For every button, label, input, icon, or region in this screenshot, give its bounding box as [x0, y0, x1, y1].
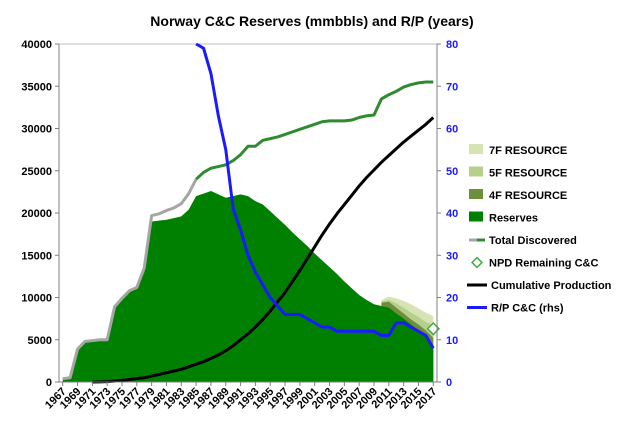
line-total-discovered-early: [62, 178, 198, 381]
left-tick-label: 30000: [21, 124, 52, 136]
legend-swatch-4f-resource: [469, 189, 483, 199]
legend-swatch-npd-remaining-c-c: [470, 256, 484, 269]
legend-label-7f-resource: 7F RESOURCE: [489, 145, 567, 157]
right-tick-label: 0: [446, 377, 452, 389]
left-tick-label: 25000: [21, 166, 52, 178]
legend-label-reserves: Reserves: [489, 213, 538, 225]
line-cumulative-production: [92, 116, 435, 384]
line-layer: [62, 42, 441, 384]
chart-title: Norway C&C Reserves (mmbbls) and R/P (ye…: [150, 13, 473, 29]
line-total-discovered: [195, 80, 434, 181]
legend-label-5f-resource: 5F RESOURCE: [489, 168, 567, 180]
area-layer: [62, 191, 434, 382]
left-tick-label: 15000: [21, 250, 52, 262]
right-tick-label: 40: [446, 208, 458, 220]
legend-label-cumulative-production: Cumulative Production: [491, 280, 612, 292]
legend-swatch-7f-resource: [469, 144, 483, 154]
legend: 7F RESOURCE 5F RESOURCE 4F RESOURCE Reserve…: [467, 144, 612, 315]
legend-swatch-reserves: [469, 211, 483, 222]
right-tick-label: 10: [446, 335, 458, 347]
left-tick-label: 5000: [28, 335, 52, 347]
left-tick-label: 0: [46, 377, 52, 389]
legend-label-r-p-c-c-rhs: R/P C&C (rhs): [491, 303, 564, 315]
left-tick-label: 35000: [21, 81, 52, 93]
legend-label-npd-remaining-c-c: NPD Remaining C&C: [489, 258, 598, 270]
legend-label-total-discovered: Total Discovered: [489, 235, 577, 247]
right-tick-label: 70: [446, 81, 458, 93]
axis-layer: 0 5000 10000 15000 20000 25000 30000 35000 40000…: [21, 39, 458, 411]
marker-npd-remaining: [426, 322, 441, 336]
right-tick-label: 50: [446, 166, 458, 178]
left-tick-label: 10000: [21, 293, 52, 305]
legend-swatch-5f-resource: [469, 166, 483, 177]
right-tick-label: 60: [446, 124, 458, 136]
right-tick-label: 80: [446, 39, 458, 51]
left-tick-label: 20000: [21, 208, 52, 220]
left-tick-label: 40000: [21, 39, 52, 51]
area-reserves: [62, 191, 434, 382]
line-rp-cc: [195, 42, 435, 349]
right-tick-label: 30: [446, 250, 458, 262]
right-tick-label: 20: [446, 293, 458, 305]
legend-label-4f-resource: 4F RESOURCE: [489, 190, 567, 202]
